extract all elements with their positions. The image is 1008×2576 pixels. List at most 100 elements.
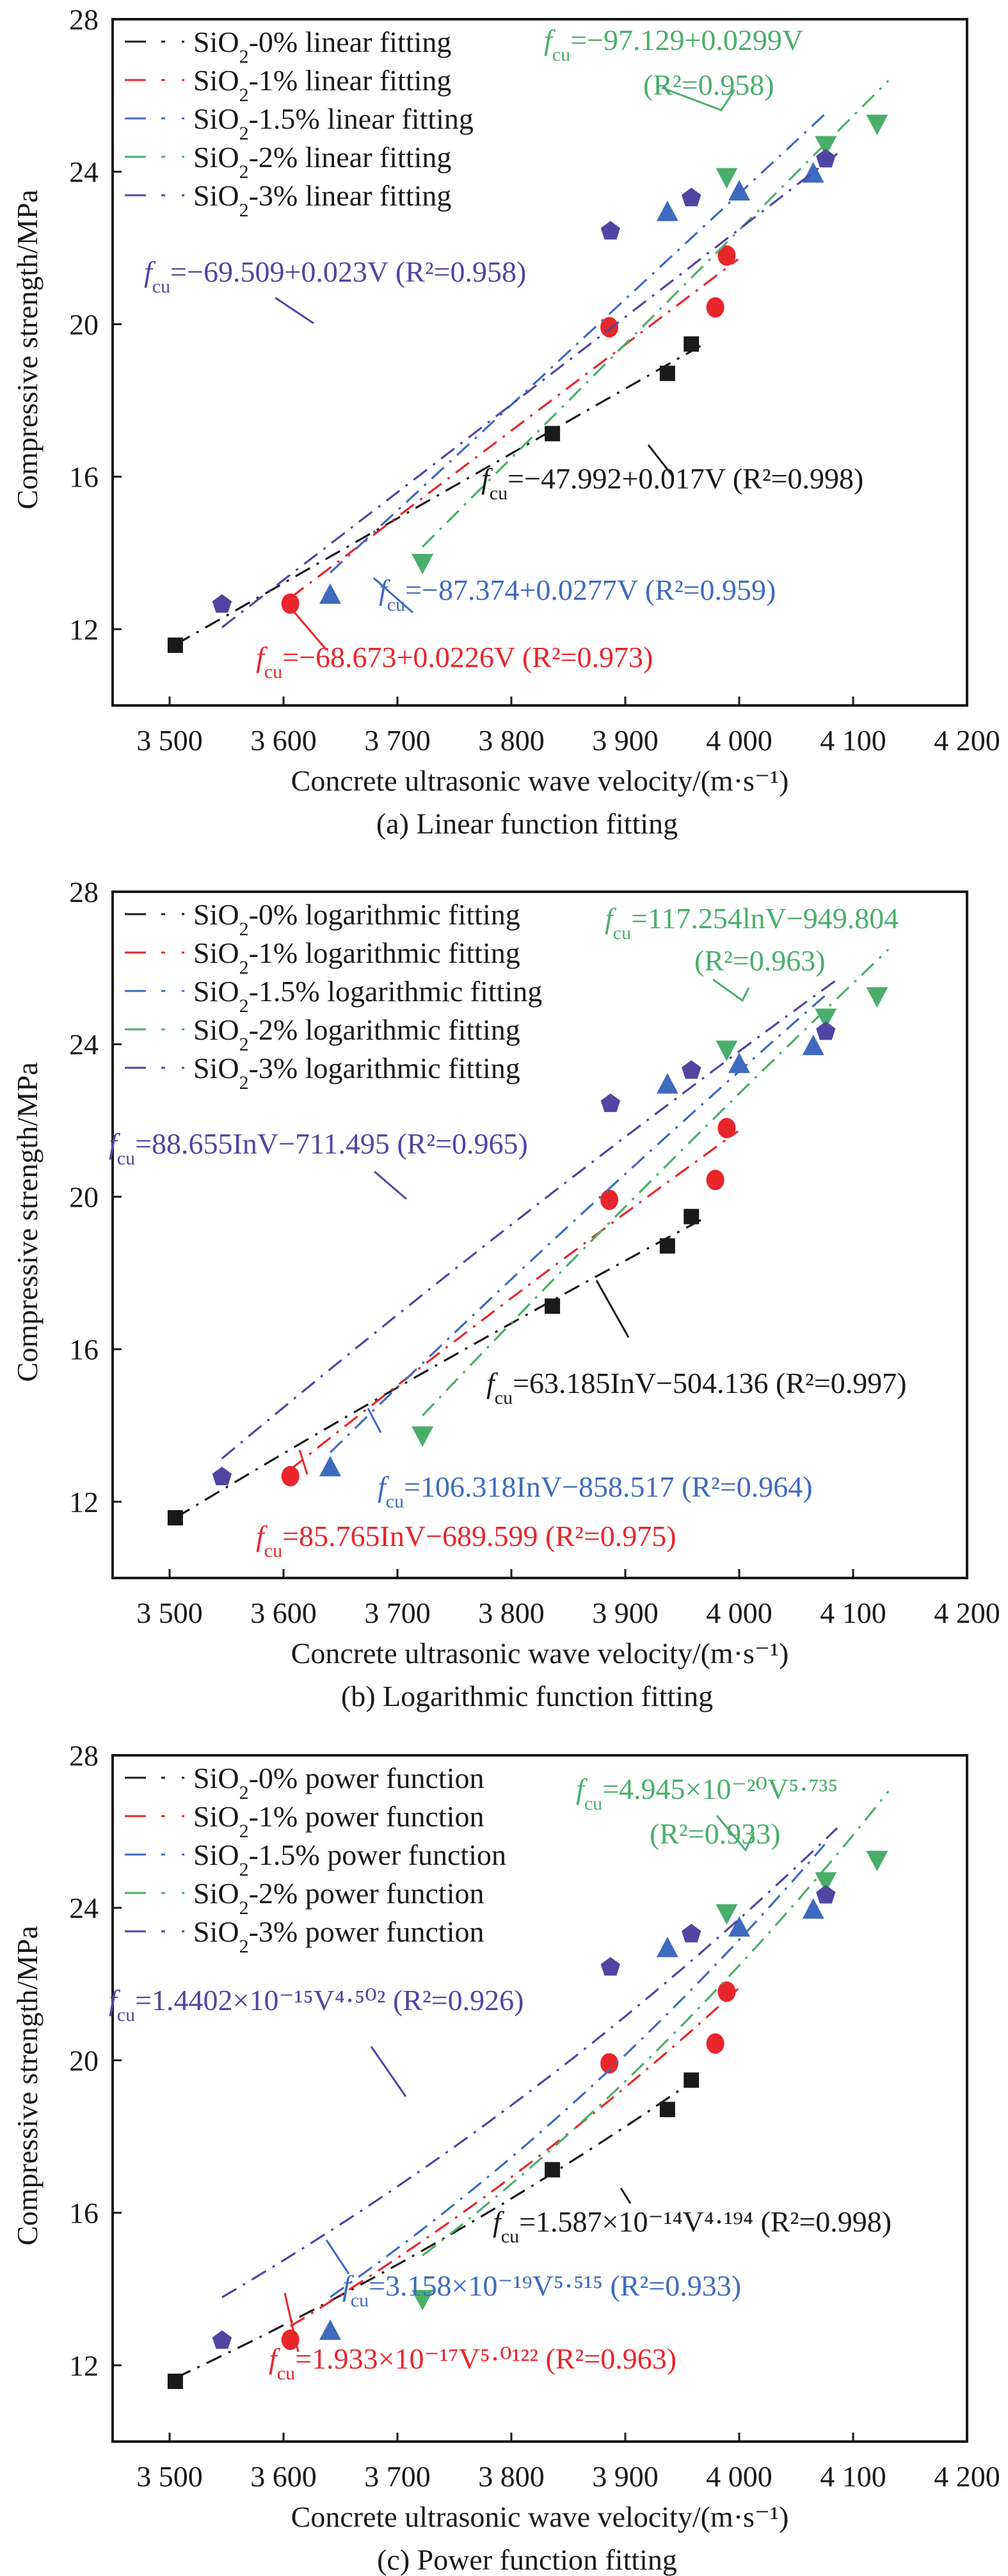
data-point-sio2-1-5- <box>802 1898 824 1919</box>
x-tick-label: 4 200 <box>934 2460 1000 2493</box>
leader-line <box>298 1449 308 1475</box>
legend-label: SiO2-2% logarithmic fitting <box>193 1013 520 1055</box>
equation-label: fcu=4.945×10⁻²⁰V⁵·⁷³⁵ <box>576 1773 838 1814</box>
x-tick-label: 3 800 <box>478 1597 545 1629</box>
y-axis-title: Compressive strength/MPa <box>11 1062 44 1382</box>
equation-label: fcu=63.185InV−504.136 (R²=0.997) <box>486 1367 907 1408</box>
y-tick-label: 16 <box>69 1333 99 1366</box>
data-point-sio2-3- <box>212 594 232 613</box>
x-tick-label: 4 100 <box>820 1597 886 1629</box>
data-point-sio2-3- <box>816 1885 836 1904</box>
legend-label: SiO2-1% power function <box>193 1800 484 1842</box>
legend-label: SiO2-2% linear fitting <box>193 141 451 182</box>
x-axis-title: Concrete ultrasonic wave velocity/(m·s⁻¹… <box>291 2500 789 2533</box>
legend-label: SiO2-0% power function <box>193 1762 484 1803</box>
equation-label: fcu=−68.673+0.0226V (R²=0.973) <box>256 641 653 682</box>
x-axis-title: Concrete ultrasonic wave velocity/(m·s⁻¹… <box>291 764 789 797</box>
data-point-sio2-1- <box>600 317 619 338</box>
data-point-sio2-1- <box>281 1465 300 1486</box>
data-point-sio2-0- <box>167 1509 183 1525</box>
plot-frame <box>111 1754 968 2443</box>
data-point-sio2-1- <box>706 1170 724 1191</box>
data-point-sio2-2- <box>412 1426 434 1447</box>
y-tick-label: 24 <box>69 1028 99 1061</box>
data-point-sio2-2- <box>412 2290 434 2311</box>
legend-label: SiO2-1% logarithmic fitting <box>193 937 520 978</box>
data-point-sio2-2- <box>716 1904 738 1925</box>
data-point-sio2-2- <box>412 554 434 575</box>
data-point-sio2-1-5- <box>728 180 750 201</box>
equation-label: fcu=−47.992+0.017V (R²=0.998) <box>481 462 863 504</box>
x-tick-label: 3 500 <box>136 2460 203 2493</box>
data-point-sio2-1-5- <box>656 200 678 221</box>
data-point-sio2-1-5- <box>728 1916 750 1937</box>
x-tick-label: 3 800 <box>478 2460 545 2493</box>
y-tick-label: 12 <box>69 613 99 646</box>
equation-label: fcu=−87.374+0.0277V (R²=0.959) <box>379 574 776 615</box>
legend-label: SiO2-0% linear fitting <box>193 26 451 67</box>
data-point-sio2-2- <box>815 1872 837 1893</box>
x-tick-label: 3 900 <box>592 2460 659 2493</box>
equation-label: fcu=−97.129+0.0299V <box>544 24 803 65</box>
data-point-sio2-2- <box>815 136 837 157</box>
data-point-sio2-0- <box>684 1209 700 1225</box>
plot-frame <box>111 890 968 1579</box>
data-point-sio2-3- <box>600 1957 621 1976</box>
leader-line <box>275 296 314 325</box>
data-point-sio2-1- <box>717 1118 736 1139</box>
equation-label: fcu=1.4402×10⁻¹⁵V⁴·⁵⁰² (R²=0.926) <box>109 1984 524 2025</box>
equation-label: fcu=1.587×10⁻¹⁴V⁴·¹⁹⁴ (R²=0.998) <box>493 2205 892 2247</box>
equation-label: fcu=−69.509+0.023V (R²=0.958) <box>144 255 526 297</box>
leader-line <box>367 1408 382 1433</box>
fit-line-sio2-3- <box>221 1827 838 2299</box>
x-tick-label: 3 600 <box>250 724 317 757</box>
data-point-sio2-1-5- <box>319 1456 341 1477</box>
y-tick-label: 20 <box>69 2044 99 2077</box>
x-tick-label: 4 100 <box>820 724 886 757</box>
data-point-sio2-0- <box>684 2072 700 2088</box>
data-point-sio2-3- <box>212 1467 232 1486</box>
leader-line <box>647 444 675 478</box>
data-point-sio2-1-5- <box>656 1936 678 1958</box>
data-point-sio2-2- <box>866 1851 888 1872</box>
fit-line-sio2-2- <box>422 949 890 1417</box>
data-point-sio2-2- <box>866 987 888 1008</box>
chart-panel-b: 12 16 20 24 28 3 500 3 600 3 700 3 800 3 900 4 000… <box>11 876 1000 1712</box>
x-tick-label: 4 200 <box>934 724 1000 757</box>
leader-line <box>291 609 328 650</box>
x-tick-label: 4 000 <box>706 1597 772 1629</box>
data-point-sio2-1- <box>717 245 736 266</box>
leader-line <box>661 86 736 111</box>
leader-line <box>373 577 413 614</box>
data-point-sio2-0- <box>545 426 561 442</box>
x-tick-label: 4 200 <box>934 1597 1000 1629</box>
x-tick-label: 3 900 <box>592 1597 659 1629</box>
leader-line <box>716 1815 755 1852</box>
legend-label: SiO2-3% logarithmic fitting <box>193 1052 520 1093</box>
x-tick-label: 3 900 <box>592 724 659 757</box>
y-tick-label: 24 <box>69 156 99 188</box>
leader-line <box>284 2292 300 2353</box>
equation-r2-label: (R²=0.933) <box>650 1817 781 1850</box>
leader-line <box>325 2239 350 2274</box>
equation-label: fcu=3.158×10⁻¹⁹V⁵·⁵¹⁵ (R²=0.933) <box>342 2269 741 2311</box>
equation-label: fcu=117.254lnV−949.804 <box>605 902 899 944</box>
data-point-sio2-2- <box>866 115 888 136</box>
y-tick-label: 28 <box>69 3 99 36</box>
chart-panel-a: 12 16 20 24 28 3 500 3 600 3 700 3 800 3 900 4 000… <box>11 3 1000 840</box>
data-point-sio2-1-5- <box>319 583 341 604</box>
data-point-sio2-0- <box>684 336 700 352</box>
data-point-sio2-1-5- <box>319 2319 341 2340</box>
x-tick-label: 3 500 <box>136 724 203 757</box>
leader-line <box>374 1170 407 1200</box>
data-point-sio2-0- <box>167 2373 183 2389</box>
x-tick-label: 3 600 <box>250 1597 317 1629</box>
legend-label: SiO2-2% power function <box>193 1877 484 1919</box>
legend-label: SiO2-3% power function <box>193 1915 484 1957</box>
y-tick-label: 16 <box>69 2197 99 2230</box>
equation-label: fcu=88.655InV−711.495 (R²=0.965) <box>109 1127 528 1169</box>
data-point-sio2-1-5- <box>728 1052 750 1074</box>
